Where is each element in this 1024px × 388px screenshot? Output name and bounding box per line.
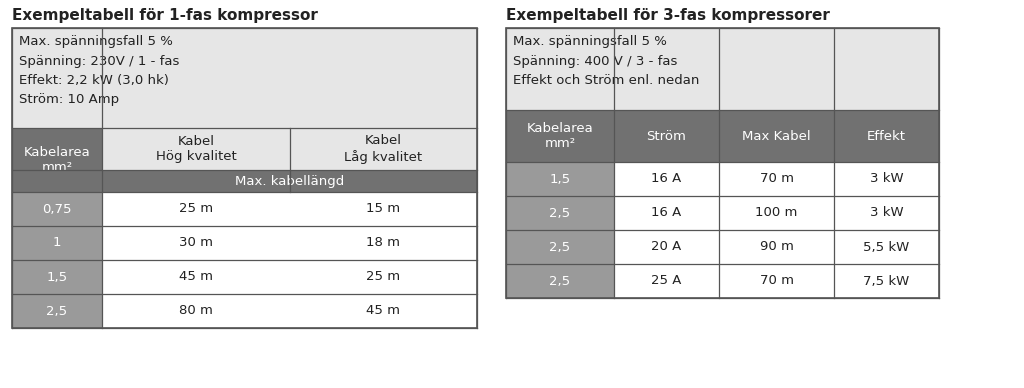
- Text: 3 kW: 3 kW: [869, 173, 903, 185]
- Text: 45 m: 45 m: [367, 305, 400, 317]
- Bar: [719, 110, 834, 162]
- Bar: [834, 230, 939, 264]
- Bar: [834, 110, 939, 162]
- Bar: [614, 230, 719, 264]
- Text: Ström: Ström: [646, 130, 686, 142]
- Bar: [719, 162, 834, 196]
- Text: 2,5: 2,5: [550, 206, 570, 220]
- Text: 25 A: 25 A: [651, 274, 682, 288]
- Bar: [102, 170, 477, 192]
- Text: 18 m: 18 m: [367, 237, 400, 249]
- Bar: [614, 196, 719, 230]
- Bar: [102, 192, 290, 226]
- Bar: [102, 260, 290, 294]
- Text: 1,5: 1,5: [46, 270, 68, 284]
- Text: 90 m: 90 m: [760, 241, 794, 253]
- Bar: [506, 28, 939, 298]
- Bar: [12, 260, 102, 294]
- Text: 15 m: 15 m: [367, 203, 400, 215]
- Bar: [506, 110, 614, 162]
- Text: 3 kW: 3 kW: [869, 206, 903, 220]
- Bar: [506, 162, 614, 196]
- Text: 2,5: 2,5: [550, 274, 570, 288]
- Text: 25 m: 25 m: [367, 270, 400, 284]
- Bar: [506, 196, 614, 230]
- Bar: [834, 264, 939, 298]
- Text: 2,5: 2,5: [46, 305, 68, 317]
- Bar: [614, 264, 719, 298]
- Text: Exempeltabell för 1-fas kompressor: Exempeltabell för 1-fas kompressor: [12, 8, 317, 23]
- Text: 70 m: 70 m: [760, 173, 794, 185]
- Text: Max. kabellängd: Max. kabellängd: [234, 175, 344, 187]
- Bar: [102, 226, 290, 260]
- Bar: [290, 294, 477, 328]
- Text: 1: 1: [53, 237, 61, 249]
- Text: 30 m: 30 m: [179, 237, 213, 249]
- Bar: [834, 162, 939, 196]
- Text: 2,5: 2,5: [550, 241, 570, 253]
- Bar: [614, 110, 719, 162]
- Text: 7,5 kW: 7,5 kW: [863, 274, 909, 288]
- Bar: [290, 226, 477, 260]
- Text: Kabel
Låg kvalitet: Kabel Låg kvalitet: [344, 134, 423, 164]
- Text: Kabelarea
mm²: Kabelarea mm²: [526, 122, 593, 150]
- Text: 70 m: 70 m: [760, 274, 794, 288]
- Bar: [506, 28, 939, 110]
- Bar: [12, 226, 102, 260]
- Bar: [12, 28, 477, 128]
- Bar: [102, 294, 290, 328]
- Text: Max. spänningsfall 5 %
Spänning: 230V / 1 - fas
Effekt: 2,2 kW (3,0 hk)
Ström: 1: Max. spänningsfall 5 % Spänning: 230V / …: [19, 35, 179, 106]
- Bar: [290, 128, 477, 170]
- Bar: [12, 128, 102, 192]
- Bar: [12, 192, 102, 226]
- Bar: [102, 128, 290, 170]
- Bar: [12, 294, 102, 328]
- Text: 100 m: 100 m: [756, 206, 798, 220]
- Bar: [12, 28, 477, 328]
- Text: 1,5: 1,5: [550, 173, 570, 185]
- Text: 45 m: 45 m: [179, 270, 213, 284]
- Text: 16 A: 16 A: [651, 206, 682, 220]
- Bar: [614, 162, 719, 196]
- Text: Exempeltabell för 3-fas kompressorer: Exempeltabell för 3-fas kompressorer: [506, 8, 829, 23]
- Text: Kabel
Hög kvalitet: Kabel Hög kvalitet: [156, 135, 237, 163]
- Text: 0,75: 0,75: [42, 203, 72, 215]
- Text: 5,5 kW: 5,5 kW: [863, 241, 909, 253]
- Bar: [834, 196, 939, 230]
- Bar: [506, 230, 614, 264]
- Bar: [290, 260, 477, 294]
- Bar: [719, 196, 834, 230]
- Bar: [290, 192, 477, 226]
- Text: 80 m: 80 m: [179, 305, 213, 317]
- Bar: [506, 264, 614, 298]
- Bar: [719, 264, 834, 298]
- Text: Effekt: Effekt: [867, 130, 906, 142]
- Text: Max Kabel: Max Kabel: [742, 130, 811, 142]
- Text: 16 A: 16 A: [651, 173, 682, 185]
- Bar: [719, 230, 834, 264]
- Text: 20 A: 20 A: [651, 241, 682, 253]
- Text: Max. spänningsfall 5 %
Spänning: 400 V / 3 - fas
Effekt och Ström enl. nedan: Max. spänningsfall 5 % Spänning: 400 V /…: [513, 35, 699, 87]
- Text: Kabelarea
mm²: Kabelarea mm²: [24, 146, 90, 174]
- Text: 25 m: 25 m: [179, 203, 213, 215]
